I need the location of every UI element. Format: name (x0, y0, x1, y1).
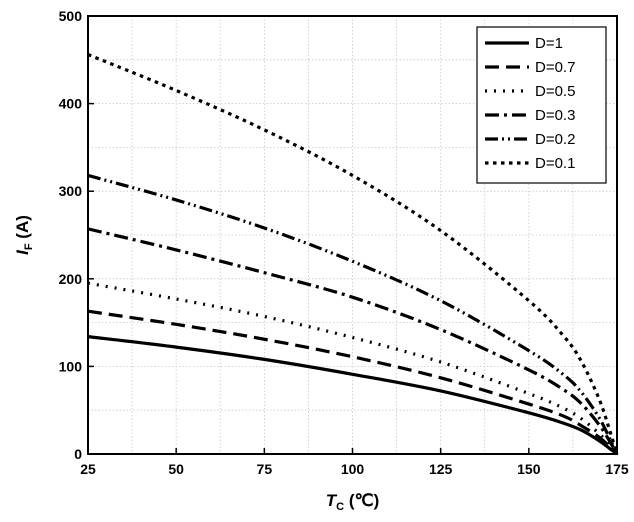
legend-label: D=0.5 (535, 83, 575, 100)
legend-label: D=0.2 (535, 131, 575, 148)
axis-symbol: T (326, 491, 338, 510)
y-tick-label: 200 (59, 271, 83, 287)
x-tick-label: 75 (257, 461, 273, 477)
x-tick-label: 50 (168, 461, 184, 477)
series-line (87, 53, 619, 455)
x-tick-label: 175 (605, 461, 629, 477)
legend-label: D=0.3 (535, 107, 575, 124)
series-line (87, 281, 619, 456)
axis-symbol: I (13, 249, 32, 255)
axis-subscript: F (23, 243, 35, 250)
series-group (87, 53, 619, 456)
y-tick-label: 100 (59, 358, 83, 374)
y-tick-label: 0 (74, 446, 82, 462)
legend-label: D=1 (535, 35, 563, 52)
y-tick-label: 300 (59, 183, 83, 199)
series-line (87, 227, 619, 455)
y-tick-label: 500 (59, 8, 83, 24)
axis-ticks (87, 15, 618, 455)
x-axis-title: TC (℃) (326, 491, 379, 513)
legend: D=1 D=0.7 D=0.5 D=0.3 D=0.2 D=0.1 (476, 26, 607, 184)
legend-box (476, 26, 607, 184)
series-line (87, 335, 618, 456)
axis-unit: (A) (13, 215, 32, 243)
series-line (87, 173, 619, 455)
x-tick-label: 150 (517, 461, 541, 477)
legend-label: D=0.7 (535, 59, 575, 76)
x-tick-label: 25 (80, 461, 96, 477)
series-line (87, 309, 619, 456)
tick-labels: 25 50 75 100 125 150 175 0 100 200 300 400 500 (59, 8, 629, 477)
x-tick-label: 100 (341, 461, 365, 477)
axis-subscript: C (336, 501, 344, 513)
legend-label: D=0.1 (535, 155, 575, 172)
x-tick-label: 125 (429, 461, 453, 477)
y-axis-title: IF (A) (13, 215, 35, 255)
axis-unit: (℃) (344, 491, 379, 510)
y-tick-label: 400 (59, 96, 83, 112)
